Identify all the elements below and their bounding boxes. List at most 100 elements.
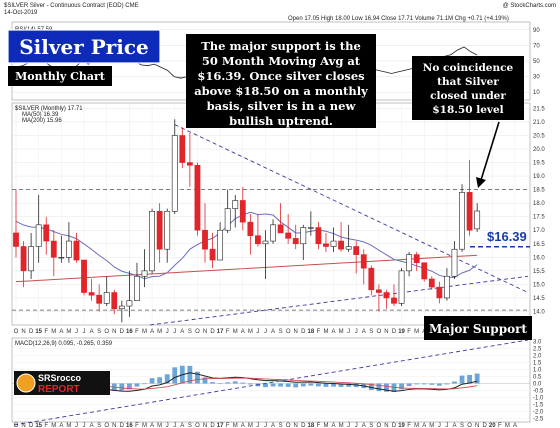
candle [323, 232, 329, 252]
price-legend: $SILVER (Monthly) 17.71 MA(50) 16.39 MA(… [15, 106, 83, 124]
time-axis-label: J [83, 329, 86, 335]
candle-body [96, 294, 103, 304]
candle [375, 284, 382, 312]
right-annotation-line-4: $18.50 level [432, 104, 503, 116]
macd-histogram-bar [210, 382, 215, 384]
time-axis-label: M [414, 329, 419, 335]
time-axis-label-bottom: M [157, 423, 162, 428]
macd-histogram-bar [467, 374, 472, 384]
candle-body [28, 246, 35, 272]
macd-histogram-bar [459, 375, 465, 384]
candle-body [345, 246, 352, 250]
candle [285, 214, 292, 244]
annotation-line-2: 50 Month Moving Avg at [202, 54, 361, 68]
macd-tick-label: 0.0 [533, 382, 542, 388]
time-axis-label: J [173, 329, 176, 335]
time-axis-label: S [97, 329, 101, 335]
time-axis-label: M [51, 329, 56, 335]
macd-histogram-bar [436, 383, 442, 386]
candle [96, 284, 103, 312]
candle [300, 224, 307, 261]
candle [50, 230, 57, 277]
candle-body [428, 278, 435, 288]
time-axis-label: N [384, 329, 388, 335]
candle [459, 184, 465, 252]
candle-body [285, 232, 292, 239]
candle [111, 289, 118, 315]
time-axis-label: O [195, 329, 200, 335]
macd-histogram-bar [474, 373, 480, 384]
ma50-legend: MA(50) 16.39 [22, 112, 59, 118]
candle [194, 162, 201, 236]
candle [338, 222, 344, 252]
candle [270, 219, 276, 244]
time-axis-label-bottom: O [104, 423, 109, 428]
macd-histogram-bar [278, 383, 283, 387]
time-axis-label-bottom: M [323, 423, 328, 428]
candle [466, 159, 473, 236]
candle-body [20, 246, 27, 272]
annotation-line-4: above $18.50 on a monthly [194, 84, 368, 98]
time-axis-label: J [75, 329, 78, 335]
time-axis-label: S [279, 329, 283, 335]
right-annotation-bg [412, 56, 524, 120]
macd-histogram-bar [119, 383, 125, 391]
candle-body [149, 210, 155, 272]
macd-histogram-bar [127, 383, 132, 390]
time-axis-label-bottom: J [347, 423, 350, 428]
candle [134, 262, 140, 301]
time-axis-label-bottom: A [332, 423, 336, 428]
time-axis-label-bottom: 18 [307, 423, 314, 428]
time-axis-label: A [332, 329, 336, 335]
major-support-text: Major Support [429, 322, 527, 336]
macd-histogram-bar [247, 383, 253, 385]
price-tick-label: 21.0 [533, 120, 545, 126]
title-box-bg [7, 29, 161, 64]
time-axis-label: J [166, 329, 169, 335]
candle [20, 241, 27, 288]
candle-body [330, 240, 337, 247]
macd-tick-label: 1.5 [533, 361, 542, 367]
macd-histogram-bar [172, 367, 178, 384]
macd-tick-label: -0.5 [533, 389, 544, 395]
candle [368, 265, 375, 296]
date-text: 14-Oct-2019 [4, 10, 38, 16]
time-axis-label: F [135, 329, 139, 335]
macd-histogram-bar [270, 383, 276, 387]
candle [164, 208, 171, 263]
candle-body [217, 229, 224, 261]
price-tick-label: 18.5 [533, 188, 545, 194]
right-annotation-line-1: No coincidence [423, 62, 514, 74]
macd-histogram-bar [452, 381, 457, 384]
time-axis-label-bottom: S [369, 423, 373, 428]
candle [141, 249, 148, 288]
price-ticks: 14.0 14.5 15.0 15.5 16.0 16.5 17.0 17.5 18.0 18.5… [533, 106, 545, 315]
macd-label: MACD(12,26,9) 0.095, -0.265, 0.359 [15, 341, 113, 347]
time-axis-label: O [286, 329, 291, 335]
candle [209, 232, 216, 269]
candle-body [338, 240, 344, 250]
time-axis-label: N [112, 329, 116, 335]
time-axis-label: F [317, 329, 321, 335]
candle [315, 222, 322, 250]
main-annotation-bg [186, 34, 376, 128]
candle-body [81, 259, 87, 293]
rsi-ticks: 90 70 50 30 10 [533, 28, 540, 96]
candle [118, 300, 125, 323]
time-axis-label-bottom: M [414, 423, 419, 428]
time-axis-label: A [271, 329, 275, 335]
macd-histogram-bar [444, 383, 450, 385]
candle [277, 203, 284, 234]
macd-tick-label: 0.5 [533, 375, 542, 381]
candle-body [111, 292, 118, 310]
candle [126, 270, 133, 317]
macd-tick-label: -2.0 [533, 410, 544, 416]
candle-body [164, 210, 171, 250]
candle [81, 259, 87, 296]
time-axis-label-bottom: A [180, 423, 184, 428]
time-axis-label: M [142, 329, 147, 335]
time-axis-label: 16 [126, 329, 133, 335]
candles [13, 119, 481, 323]
price-callout-text: $16.39 [487, 229, 527, 244]
time-axis-label: F [407, 329, 411, 335]
